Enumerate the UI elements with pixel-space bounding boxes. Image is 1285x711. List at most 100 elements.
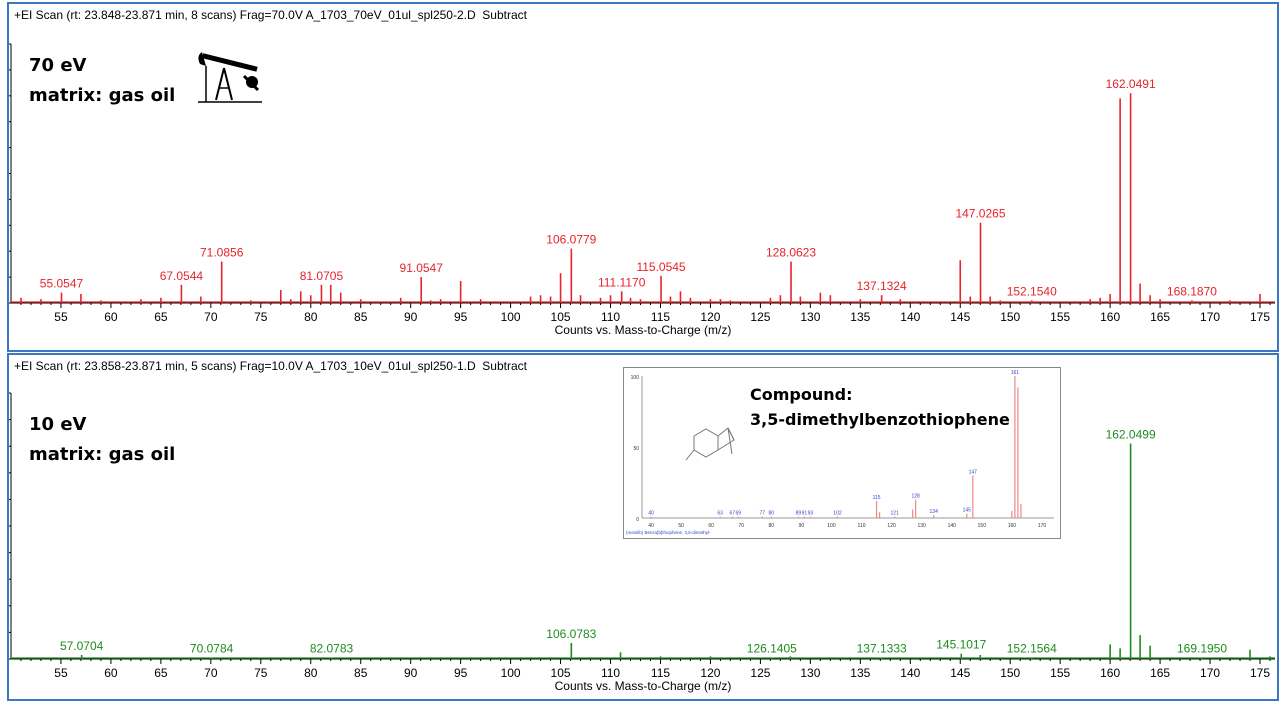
x-tick-label: 120 — [700, 310, 720, 324]
inset-peak-label: 63 — [717, 511, 723, 517]
x-tick-label: 80 — [304, 310, 318, 324]
peak-label: 137.1333 — [857, 642, 907, 656]
x-axis-label: Counts vs. Mass-to-Charge (m/z) — [555, 323, 732, 337]
x-tick-label: 120 — [700, 666, 720, 680]
x-tick-label: 145 — [950, 666, 970, 680]
peak-label: 57.0704 — [60, 639, 104, 653]
peak-label: 82.0783 — [310, 642, 354, 656]
peak-label: 162.0491 — [1106, 77, 1156, 91]
x-tick-label: 75 — [254, 666, 268, 680]
inset-y-tick-label: 0 — [636, 517, 639, 523]
inset-peak-label: 69 — [735, 511, 741, 517]
x-tick-label: 90 — [404, 666, 418, 680]
inset-peak-label: 121 — [890, 511, 899, 517]
x-tick-label: 125 — [750, 310, 770, 324]
oil-pump-jack-icon — [198, 52, 262, 103]
x-tick-label: 145 — [950, 310, 970, 324]
compound-name: 3,5-dimethylbenzothiophene — [750, 410, 1010, 429]
inset-x-tick-label: 140 — [948, 523, 957, 529]
scan-header: +EI Scan (rt: 23.858-23.871 min, 5 scans… — [14, 359, 527, 373]
molecule-structure-icon — [685, 427, 735, 461]
inset-peak-label: 115 — [873, 495, 881, 501]
matrix-label: matrix: gas oil — [29, 85, 176, 106]
peak-label: 115.0545 — [636, 260, 685, 274]
spectrum-panel-70ev: +EI Scan (rt: 23.848-23.871 min, 8 scans… — [7, 2, 1279, 352]
x-tick-label: 105 — [551, 666, 571, 680]
compound-title: Compound: 3,5-dimethylbenzothiophene — [750, 382, 1010, 432]
mass-spectrum-plot-70ev: 55 60 65 70 75 80 85 90 95 100 105 110 115 120 125 130 1… — [9, 43, 1275, 337]
energy-label: 70 eV — [29, 55, 87, 76]
inset-x-tick-label: 80 — [769, 523, 775, 529]
inset-peak-label: 93 — [808, 511, 814, 517]
x-tick-label: 160 — [1100, 666, 1120, 680]
peak-label: 67.0544 — [160, 269, 204, 283]
x-tick-label: 55 — [54, 310, 68, 324]
x-tick-label: 155 — [1050, 310, 1070, 324]
peak-label: 128.0623 — [766, 246, 816, 260]
x-tick-label: 75 — [254, 310, 268, 324]
inset-peak-label: 102 — [833, 511, 842, 517]
inset-x-tick-label: 150 — [978, 523, 987, 529]
peak-label: 70.0784 — [190, 642, 234, 656]
x-tick-label: 95 — [454, 666, 468, 680]
inset-x-tick-label: 50 — [678, 523, 684, 529]
peak-label: 126.1405 — [747, 642, 797, 656]
x-tick-label: 55 — [54, 666, 68, 680]
x-tick-label: 115 — [651, 666, 670, 680]
peak-label: 106.0779 — [546, 233, 596, 247]
inset-peak-label: 40 — [648, 511, 654, 517]
x-tick-label: 65 — [154, 310, 168, 324]
inset-x-tick-label: 160 — [1008, 523, 1017, 529]
x-tick-label: 105 — [551, 310, 571, 324]
peak-label: 168.1870 — [1167, 284, 1217, 298]
x-tick-label: 130 — [800, 310, 820, 324]
x-tick-label: 130 — [800, 666, 820, 680]
inset-x-tick-label: 90 — [799, 523, 805, 529]
x-tick-label: 175 — [1250, 666, 1270, 680]
inset-peak-label: 77 — [760, 511, 766, 517]
peak-label: 145.1017 — [936, 638, 986, 652]
x-tick-label: 85 — [354, 310, 368, 324]
x-tick-label: 140 — [900, 310, 920, 324]
x-tick-label: 85 — [354, 666, 368, 680]
peak-label: 81.0705 — [300, 269, 344, 283]
x-tick-label: 60 — [104, 666, 118, 680]
inset-peak-label: 147 — [969, 469, 978, 475]
x-tick-label: 110 — [601, 310, 620, 324]
x-tick-label: 90 — [404, 310, 418, 324]
peak-label: 152.1540 — [1007, 284, 1057, 298]
peak-label: 137.1324 — [857, 279, 907, 293]
inset-x-tick-label: 110 — [858, 523, 866, 529]
x-tick-label: 95 — [454, 310, 468, 324]
compound-label: Compound: — [750, 385, 853, 404]
x-tick-label: 115 — [651, 310, 670, 324]
x-tick-label: 155 — [1050, 666, 1070, 680]
inset-x-tick-label: 70 — [738, 523, 744, 529]
inset-peak-label: 128 — [911, 494, 920, 500]
inset-y-tick-label: 100 — [631, 375, 640, 381]
inset-peak-label: 89 — [796, 511, 802, 517]
peak-label: 55.0547 — [40, 277, 84, 291]
peak-label: 91.0547 — [400, 261, 444, 275]
energy-label: 10 eV — [29, 414, 87, 435]
peak-label: 169.1950 — [1177, 642, 1227, 656]
x-tick-label: 125 — [750, 666, 770, 680]
x-tick-label: 110 — [601, 666, 620, 680]
x-tick-label: 70 — [204, 666, 218, 680]
x-tick-label: 175 — [1250, 310, 1270, 324]
inset-peak-label: 91 — [802, 511, 808, 517]
x-tick-label: 160 — [1100, 310, 1120, 324]
scan-header: +EI Scan (rt: 23.848-23.871 min, 8 scans… — [14, 8, 527, 22]
x-tick-label: 80 — [304, 666, 318, 680]
matrix-label: matrix: gas oil — [29, 444, 176, 465]
reference-spectrum-plot: 100 50 0 40 50 60 70 80 90 100 110 120 130 140 150 160 1… — [626, 370, 1054, 535]
x-tick-label: 100 — [501, 666, 521, 680]
inset-peak-label: 67 — [729, 511, 735, 517]
x-tick-label: 170 — [1200, 310, 1220, 324]
x-tick-label: 165 — [1150, 666, 1170, 680]
peak-label: 152.1564 — [1007, 642, 1057, 656]
inset-x-tick-label: 60 — [708, 523, 714, 529]
peak-label: 147.0265 — [955, 207, 1005, 221]
spectrum-panel-10ev: +EI Scan (rt: 23.858-23.871 min, 5 scans… — [7, 353, 1279, 701]
x-tick-label: 170 — [1200, 666, 1220, 680]
